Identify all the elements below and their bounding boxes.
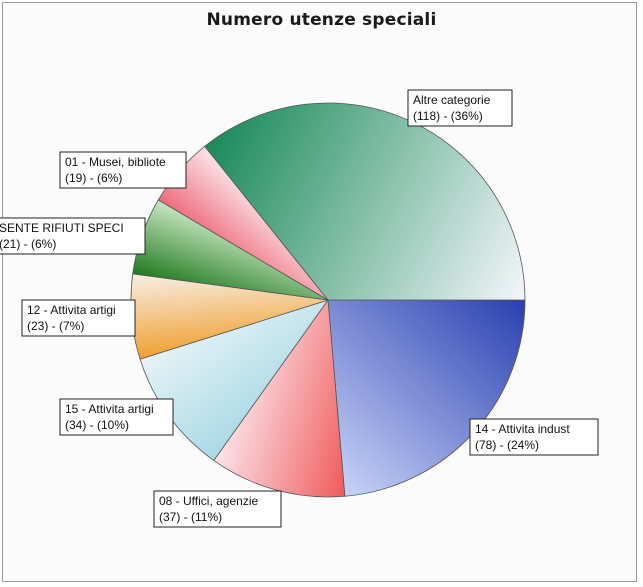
- slice-label-2: 15 - Attivita artigi (34) - (10%): [59, 398, 174, 436]
- pie-slice-0: [327, 299, 526, 497]
- slice-label-name: 01 - Musei, bibliote: [65, 155, 166, 169]
- slice-label-name: 12 - Attivita artigi: [27, 303, 116, 317]
- slice-label-value: (21) - (6%): [0, 237, 56, 251]
- pie-slice-1: [213, 298, 346, 498]
- slice-label-value: (23) - (7%): [27, 319, 84, 333]
- slice-label-box: [59, 151, 187, 189]
- slice-label-1: 08 - Uffici, agenzie (37) - (11%): [153, 490, 282, 528]
- chart-title: Numero utenze speciali: [206, 10, 437, 30]
- slice-label-box: [153, 490, 282, 528]
- slice-label-box: [407, 89, 513, 127]
- slice-label-box: [59, 398, 174, 436]
- slice-label-name: 15 - Attivita artigi: [65, 402, 154, 416]
- slice-label-4: SENTE RIFIUTI SPECI (21) - (6%): [0, 217, 146, 255]
- slice-label-box: [0, 217, 146, 255]
- slice-label-0: 14 - Attivita indust (78) - (24%): [469, 418, 599, 456]
- slice-label-name: 14 - Attivita indust: [475, 422, 570, 436]
- slice-label-5: 01 - Musei, bibliote (19) - (6%): [59, 151, 187, 189]
- slice-label-value: (34) - (10%): [65, 418, 129, 432]
- slice-label-3: 12 - Attivita artigi (23) - (7%): [21, 299, 136, 337]
- slice-label-6: Altre categorie (118) - (36%): [407, 89, 513, 127]
- slice-label-box: [21, 299, 136, 337]
- slice-label-name: Altre categorie: [413, 93, 491, 107]
- slice-label-name: SENTE RIFIUTI SPECI: [0, 221, 124, 235]
- slice-label-value: (37) - (11%): [159, 510, 222, 524]
- slice-label-value: (118) - (36%): [413, 109, 483, 123]
- slice-label-name: 08 - Uffici, agenzie: [159, 494, 258, 508]
- slice-label-value: (19) - (6%): [65, 171, 122, 185]
- slice-label-value: (78) - (24%): [475, 438, 539, 452]
- slice-label-box: [469, 418, 599, 456]
